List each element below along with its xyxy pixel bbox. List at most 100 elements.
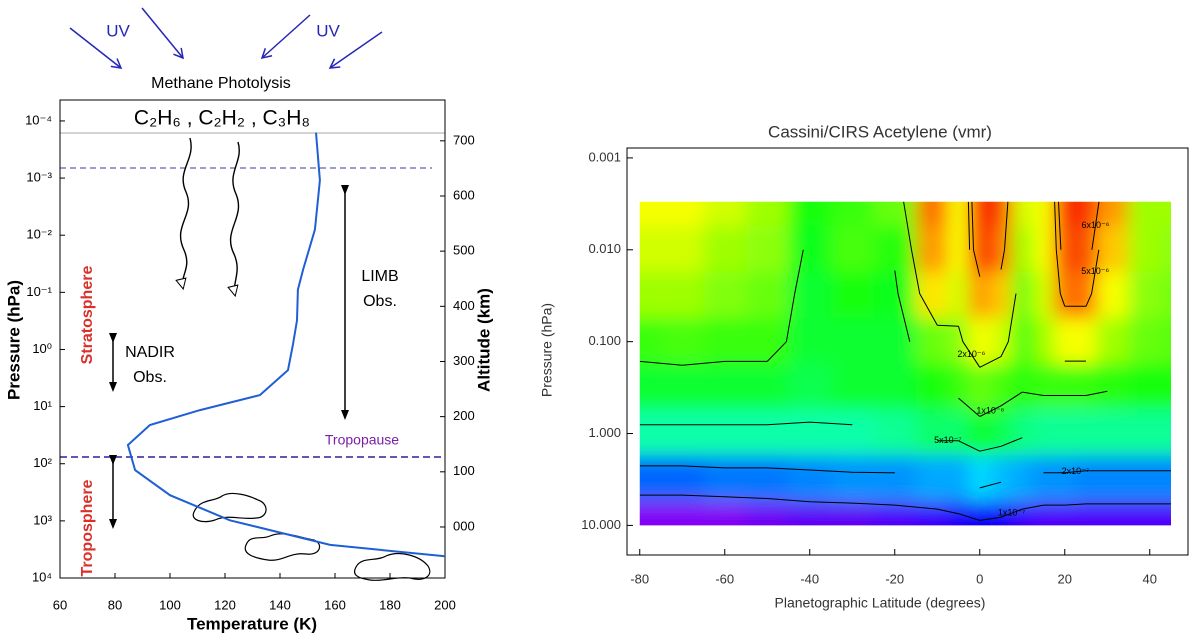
field-cell [916, 501, 949, 526]
y-tick-label: 10⁻³ [26, 170, 52, 185]
field-cell [1054, 317, 1076, 365]
y-tick-label: 0.100 [588, 333, 621, 348]
field-cell [703, 363, 747, 411]
field-cell [703, 455, 747, 502]
x-tick-label: 180 [379, 597, 401, 612]
contour-line [639, 465, 1171, 489]
field-cell [661, 201, 704, 227]
field-cell [746, 363, 789, 411]
field-cell [1032, 201, 1055, 227]
limb-label: Obs. [363, 293, 397, 310]
limb-label: LIMB [361, 268, 398, 285]
field-cell [1011, 363, 1034, 411]
y-tick-label: 10⁻⁴ [25, 112, 52, 127]
field-cell [947, 409, 970, 456]
field-cell [1054, 501, 1076, 526]
field-cell [661, 225, 704, 273]
field-cell [1075, 201, 1098, 227]
field-cell [1160, 225, 1171, 273]
field-cell [831, 455, 874, 502]
y-tick-label: 0.001 [588, 149, 621, 164]
nadir-label: Obs. [133, 369, 167, 386]
y2-tick-label: 200 [453, 408, 475, 423]
field-cell [639, 317, 662, 365]
field-cell [947, 317, 970, 365]
x-tick-label: 60 [53, 597, 67, 612]
field-cell [873, 455, 917, 502]
field-cell [1096, 363, 1129, 411]
y2-tick-label: 400 [453, 298, 475, 313]
field-cell [661, 271, 704, 319]
field-cell [788, 225, 832, 273]
field-cell [1096, 455, 1129, 502]
field-cell [788, 363, 832, 411]
clouds [192, 492, 431, 582]
field-cell [746, 271, 789, 319]
nadir-label: NADIR [125, 344, 175, 361]
x-tick-label: 140 [269, 597, 291, 612]
field-cell [873, 201, 917, 227]
field-cell [661, 409, 704, 456]
contour-line [639, 421, 1023, 452]
field-cell [1054, 271, 1076, 319]
field-cell [703, 201, 747, 227]
y-tick-label: 10⁻¹ [26, 284, 52, 299]
contour-line [639, 249, 1108, 417]
field-cell [1075, 409, 1098, 456]
x-tick-label: 40 [1143, 571, 1157, 586]
field-cell [746, 225, 789, 273]
field-cell [831, 363, 874, 411]
x-tick-label: 200 [434, 597, 456, 612]
field-cell [990, 409, 1013, 456]
contour-label: 5x10⁻⁶ [1081, 266, 1109, 276]
field-cell [1032, 271, 1055, 319]
y2-axis-title: Altitude (km) [474, 288, 493, 392]
field-cell [661, 317, 704, 365]
tropopause-label: Tropopause [325, 432, 399, 448]
y-tick-label: 10⁻² [26, 227, 52, 242]
contour-label: 1x10⁻⁷ [998, 508, 1026, 518]
contour-label: 6x10⁻⁶ [1081, 220, 1109, 230]
y-tick-label: 10³ [33, 512, 52, 527]
field-cell [1075, 363, 1098, 411]
field-cell [639, 455, 662, 502]
field-cell [703, 271, 747, 319]
field-cell [661, 363, 704, 411]
field-cell [969, 455, 991, 502]
field-cell [969, 501, 991, 526]
stratosphere-label: Stratosphere [79, 266, 96, 365]
field-cell [703, 317, 747, 365]
field-cell [873, 363, 917, 411]
field-cell [788, 271, 832, 319]
field-cell [1128, 225, 1161, 273]
uv-arrows [69, 7, 383, 69]
field-cell [969, 409, 991, 456]
field-cell [746, 317, 789, 365]
field-cell [969, 271, 991, 319]
y-tick-label: 0.010 [588, 241, 621, 256]
x-tick-label: 120 [214, 597, 236, 612]
field-cell [916, 317, 949, 365]
x-tick-label: -20 [885, 571, 904, 586]
field-cell [1128, 201, 1161, 227]
field-cell [639, 201, 662, 227]
uv-label: UV [106, 21, 130, 40]
field-cell [1096, 501, 1129, 526]
field-cell [1032, 501, 1055, 526]
field-cell [969, 363, 991, 411]
field-cell [746, 455, 789, 502]
field-cell [788, 409, 832, 456]
field-cell [990, 455, 1013, 502]
field-cell [990, 225, 1013, 273]
y2-tick-label: 300 [453, 353, 475, 368]
field-cell [1032, 317, 1055, 365]
field-cell [1011, 225, 1034, 273]
field-cell [990, 363, 1013, 411]
field-cell [639, 501, 662, 526]
y-tick-label: 10⁰ [32, 341, 52, 356]
field-cell [990, 271, 1013, 319]
diffusion-arrows [181, 137, 240, 295]
field-cell [916, 225, 949, 273]
field-cell [661, 455, 704, 502]
